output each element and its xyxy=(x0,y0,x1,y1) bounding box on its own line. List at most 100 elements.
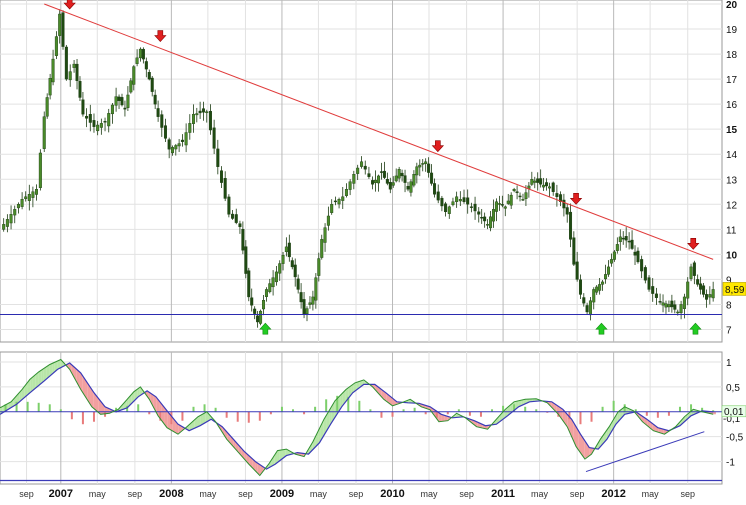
candle-body xyxy=(676,312,679,313)
candle-body xyxy=(392,183,395,186)
candle-body xyxy=(522,199,525,200)
price-y-tick-label: 14 xyxy=(726,150,738,161)
histogram-bar xyxy=(325,399,327,411)
candle-body xyxy=(668,304,671,306)
price-y-tick-label: 15 xyxy=(726,125,738,136)
candle-body xyxy=(228,197,231,214)
candle-body xyxy=(10,214,13,223)
histogram-bar xyxy=(679,407,681,412)
candle-body xyxy=(282,255,285,263)
candle-body xyxy=(157,108,160,116)
candle-body xyxy=(136,58,139,64)
histogram-bar xyxy=(215,408,217,412)
histogram-bar xyxy=(281,407,283,412)
candle-body xyxy=(601,282,604,284)
candle-body xyxy=(178,144,181,146)
histogram-bar xyxy=(392,412,394,417)
candle-body xyxy=(705,294,708,299)
candle-body xyxy=(595,287,598,292)
candle-body xyxy=(291,261,294,267)
candle-body xyxy=(536,179,539,183)
candle-body xyxy=(452,202,455,205)
candle-body xyxy=(430,173,433,184)
candle-body xyxy=(181,140,184,142)
candle-body xyxy=(148,72,151,79)
x-tick-label: may xyxy=(199,489,217,499)
candle-body xyxy=(504,207,507,209)
candle-body xyxy=(613,252,616,260)
histogram-bar xyxy=(602,407,604,412)
price-y-tick-label: 12 xyxy=(726,200,738,211)
candle-body xyxy=(433,183,436,194)
candle-body xyxy=(76,64,79,81)
candle-body xyxy=(341,197,344,201)
histogram-bar xyxy=(93,412,95,422)
candle-body xyxy=(312,297,315,304)
candle-body xyxy=(519,196,522,197)
candle-body xyxy=(516,192,519,193)
candle-body xyxy=(374,180,377,183)
oscillator-y-tick-label: 1 xyxy=(726,358,732,369)
histogram-bar xyxy=(314,407,316,412)
candle-body xyxy=(380,172,383,173)
x-tick-label: may xyxy=(531,489,549,499)
candle-body xyxy=(330,204,333,212)
candle-body xyxy=(262,300,265,309)
histogram-bar xyxy=(613,401,615,412)
candle-body xyxy=(576,262,579,280)
price-y-tick-label: 8 xyxy=(726,300,732,311)
x-tick-label: 2012 xyxy=(601,488,625,500)
candle-body xyxy=(542,185,545,187)
histogram-bar xyxy=(181,412,183,421)
histogram-bar xyxy=(436,412,438,418)
candle-body xyxy=(665,304,668,308)
candle-body xyxy=(231,214,234,218)
candle-body xyxy=(213,128,216,149)
candle-body xyxy=(118,97,121,101)
histogram-bar xyxy=(226,412,228,418)
candle-body xyxy=(13,209,16,215)
candle-body xyxy=(671,301,674,307)
candle-body xyxy=(100,123,103,127)
candle-body xyxy=(702,286,705,295)
candle-body xyxy=(43,117,46,149)
candle-body xyxy=(579,280,582,295)
candle-body xyxy=(480,217,483,218)
candle-body xyxy=(501,204,504,205)
x-tick-label: may xyxy=(89,489,107,499)
candle-body xyxy=(256,316,259,322)
x-tick-label: 2008 xyxy=(159,488,183,500)
candle-body xyxy=(455,197,458,202)
candle-body xyxy=(441,198,444,206)
candle-body xyxy=(39,153,42,188)
candle-body xyxy=(253,309,256,314)
histogram-bar xyxy=(624,404,626,411)
candle-body xyxy=(21,199,24,206)
oscillator-zero-label: 0,01 xyxy=(724,407,744,418)
candle-body xyxy=(483,217,486,221)
price-y-tick-label: 16 xyxy=(726,100,738,111)
candle-body xyxy=(459,199,462,201)
candle-body xyxy=(124,108,127,109)
histogram-bar xyxy=(82,412,84,424)
histogram-bar xyxy=(27,402,29,412)
candle-body xyxy=(24,197,27,199)
candle-body xyxy=(539,178,542,184)
candle-body xyxy=(413,174,416,185)
price-y-tick-label: 10 xyxy=(726,250,738,261)
candle-body xyxy=(2,224,5,229)
candle-body xyxy=(470,207,473,208)
candle-body xyxy=(368,174,371,177)
candle-body xyxy=(324,228,327,243)
candle-body xyxy=(371,180,374,184)
x-tick-label: sep xyxy=(680,489,695,499)
candle-body xyxy=(548,187,551,188)
candle-body xyxy=(364,166,367,169)
candle-body xyxy=(89,114,92,122)
histogram-bar xyxy=(591,412,593,422)
candle-body xyxy=(132,67,135,85)
histogram-bar xyxy=(248,412,250,423)
candle-body xyxy=(82,100,85,114)
histogram-bar xyxy=(469,412,471,416)
